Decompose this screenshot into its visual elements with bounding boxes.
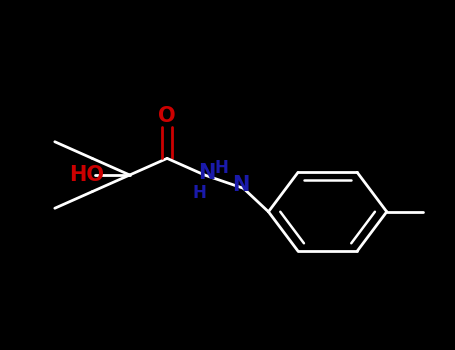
Text: N: N <box>198 163 216 183</box>
Text: HO: HO <box>69 165 104 185</box>
Text: H: H <box>215 159 228 177</box>
Text: O: O <box>158 106 176 126</box>
Text: H: H <box>192 184 206 202</box>
Text: N: N <box>233 175 250 195</box>
